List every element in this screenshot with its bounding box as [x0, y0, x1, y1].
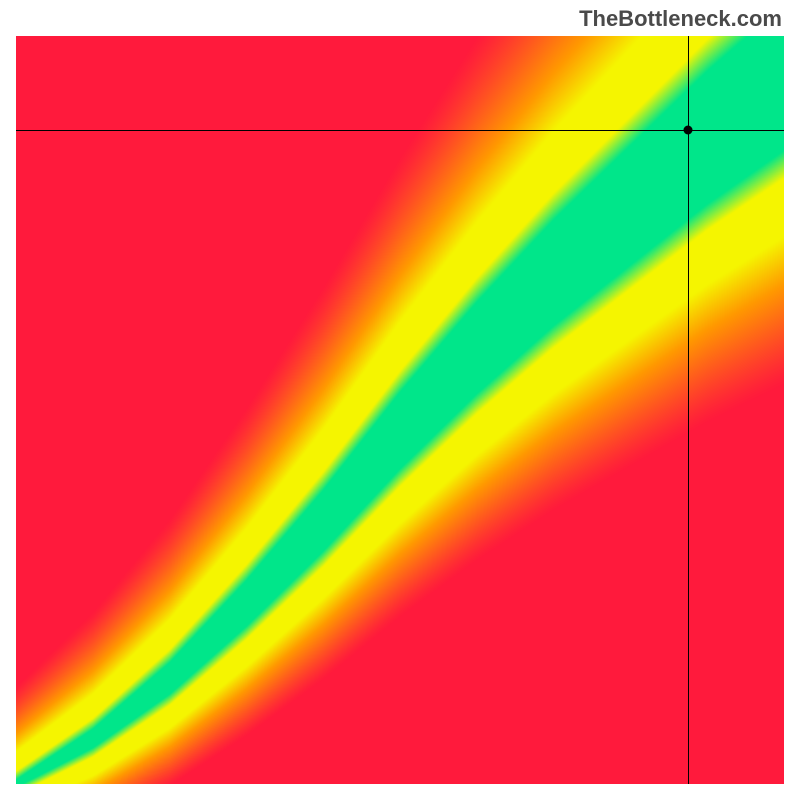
crosshair-horizontal — [16, 130, 784, 131]
watermark-text: TheBottleneck.com — [579, 6, 782, 32]
crosshair-vertical — [688, 36, 689, 784]
bottleneck-heatmap-chart — [16, 36, 784, 784]
crosshair-point — [684, 125, 693, 134]
heatmap-canvas — [16, 36, 784, 784]
